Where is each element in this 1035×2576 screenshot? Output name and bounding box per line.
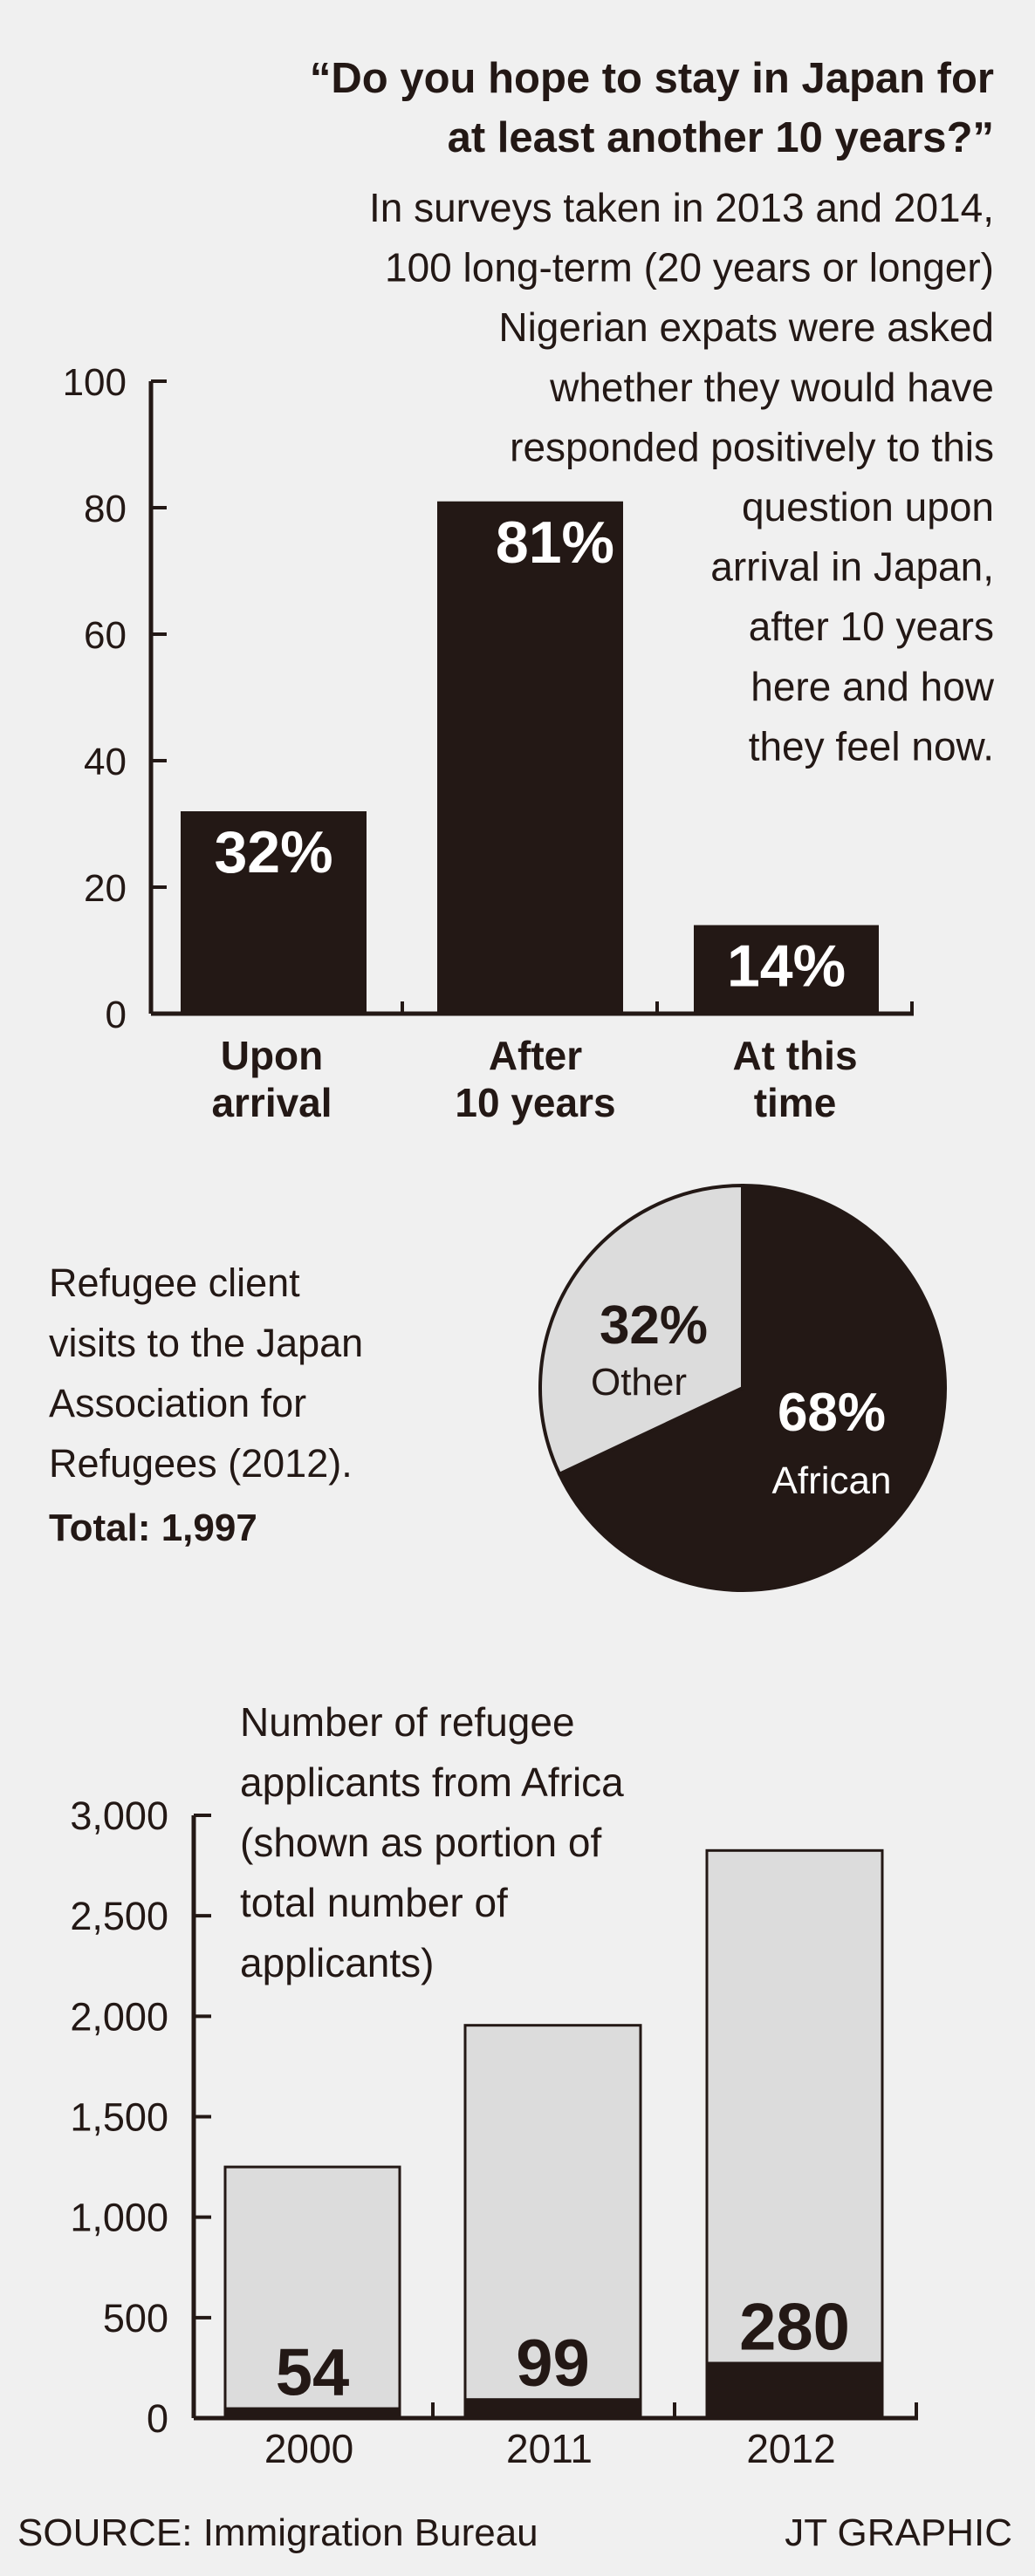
y-tick-label: 40 [84,741,127,783]
chart-title-line: “Do you hope to stay in Japan for [310,55,994,102]
chart-subtitle-line: Nigerian expats were asked [498,304,994,350]
bar-total [705,1848,884,2420]
x-tick-label: 2012 [746,2426,835,2471]
x-tick-label: 2000 [264,2426,353,2471]
x-tick-label: arrival [211,1080,332,1125]
y-tick-label: 20 [84,867,127,910]
chart-title-line: applicants) [240,1940,434,1985]
bar-data-label: 32% [214,819,332,885]
bar-africa [465,2398,641,2418]
y-tick-label: 0 [106,994,127,1036]
y-tick-label: 3,000 [70,1794,168,1838]
y-tick-label: 80 [84,488,127,530]
y-tick-label: 2,000 [70,1994,168,2039]
pie-total-label: Total: 1,997 [49,1507,257,1549]
pie-title-line: Refugees (2012). [49,1441,353,1486]
bar-data-label: 14% [727,933,846,1000]
pie-slice-african [557,1183,947,1592]
y-tick-label: 60 [84,614,127,657]
x-tick-label: At this [732,1033,857,1078]
chart-subtitle-line: question upon [742,484,994,530]
y-tick-label: 100 [63,361,127,404]
chart-title-line: applicants from Africa [240,1759,624,1805]
bar-africa [225,2407,400,2418]
x-tick-label: time [754,1080,837,1125]
bar-data-label: 54 [276,2336,350,2410]
bar-data-label: 81% [496,509,614,576]
pie-title-line: visits to the Japan [49,1321,363,1365]
chart-subtitle-line: 100 long-term (20 years or longer) [385,245,994,290]
y-tick-label: 1,500 [70,2095,168,2140]
y-tick-label: 0 [147,2396,168,2441]
chart-subtitle-line: arrival in Japan, [710,544,994,590]
bar-africa [707,2361,882,2418]
y-tick-label: 500 [103,2296,168,2340]
chart-subtitle-line: whether they would have [549,365,994,410]
chart-title-line: (shown as portion of [240,1820,601,1865]
pie-title-line: Association for [49,1381,306,1425]
chart-subtitle-line: In surveys taken in 2013 and 2014, [369,185,994,230]
pie-label-name: Other [591,1361,687,1404]
y-tick-label: 2,500 [70,1894,168,1938]
survey-bar-chart: “Do you hope to stay in Japan for at lea… [63,55,995,1125]
bar [181,811,367,1014]
source-note: SOURCE: Immigration Bureau [17,2511,538,2554]
pie-label-value: 32% [600,1295,708,1356]
pie-label-name: African [772,1459,892,1502]
y-tick-label: 1,000 [70,2196,168,2240]
chart-subtitle-line: responded positively to this [510,424,994,469]
applicants-bar-chart: Number of refugee applicants from Africa (… [70,1699,918,2471]
pie-title-line: Refugee client [49,1261,300,1305]
x-tick-label: 10 years [455,1080,615,1125]
chart-title-line: total number of [240,1880,508,1925]
bar-data-label: 99 [516,2327,590,2401]
chart-subtitle-line: they feel now. [749,723,994,769]
pie-label-value: 68% [778,1383,886,1443]
bar [437,501,623,1014]
chart-subtitle-line: here and how [751,664,995,709]
pie-chart: Refugee client visits to the Japan Associa… [49,1183,947,1592]
chart-title-line: Number of refugee [240,1699,575,1745]
bar [694,925,879,1014]
bar-data-label: 280 [739,2291,850,2365]
bar-total [223,2165,401,2420]
x-tick-label: After [489,1033,582,1078]
x-tick-label: Upon [221,1033,324,1078]
chart-title-line: at least another 10 years?” [448,114,994,161]
bar-total [463,2024,642,2420]
x-tick-label: 2011 [506,2426,593,2471]
pie-slice-other [538,1183,744,1477]
credit-note: JT GRAPHIC [785,2511,1012,2554]
chart-subtitle-line: after 10 years [749,604,994,649]
